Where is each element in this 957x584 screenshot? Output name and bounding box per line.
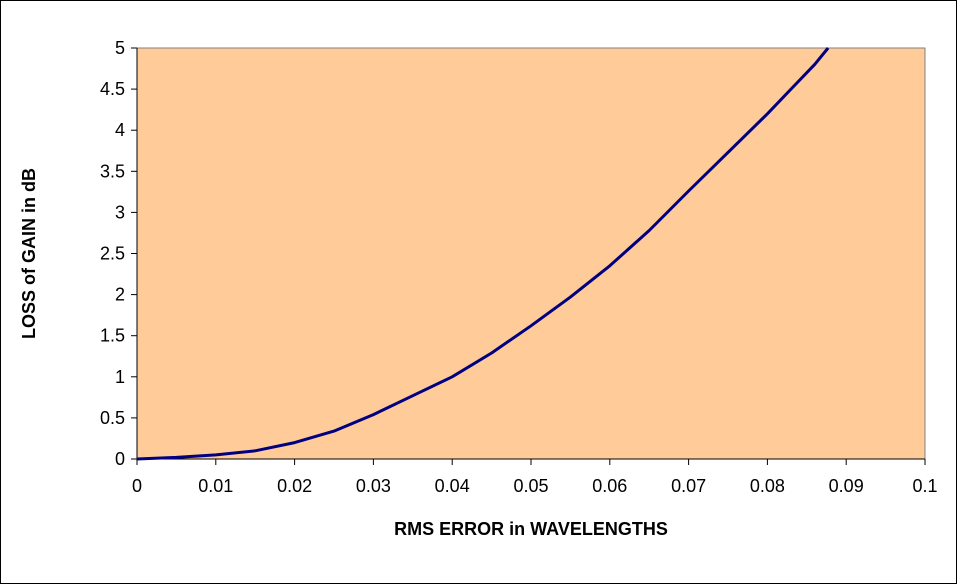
y-tick-label: 0	[115, 449, 125, 469]
x-tick-label: 0.02	[277, 476, 312, 496]
plot-area	[136, 47, 926, 460]
x-tick-label: 0.04	[435, 476, 470, 496]
series-line	[136, 47, 830, 461]
x-tick-label: 0.07	[671, 476, 706, 496]
y-tick-label: 4.5	[100, 79, 125, 99]
y-axis-title: LOSS of GAIN in dB	[19, 168, 39, 339]
x-tick-label: 0.01	[198, 476, 233, 496]
y-tick-label: 3	[115, 202, 125, 222]
y-tick-label: 5	[115, 38, 125, 58]
y-tick-label: 0.5	[100, 408, 125, 428]
x-axis-tick-labels: 0 0.01 0.02 0.03 0.04 0.05 0.06 0.07 0.08 0.09 0.1	[132, 476, 938, 496]
x-tick-label: 0.05	[513, 476, 548, 496]
x-tick-label: 0.08	[750, 476, 785, 496]
y-tick-label: 3.5	[100, 161, 125, 181]
x-tick-label: 0.09	[829, 476, 864, 496]
x-axis-ticks	[136, 458, 926, 465]
y-tick-label: 2.5	[100, 244, 125, 264]
y-tick-label: 2	[115, 285, 125, 305]
x-axis-title: RMS ERROR in WAVELENGTHS	[394, 519, 668, 539]
y-tick-label: 1.5	[100, 326, 125, 346]
x-tick-label: 0.06	[592, 476, 627, 496]
x-tick-label: 0	[132, 476, 142, 496]
y-tick-label: 4	[115, 120, 125, 140]
x-tick-label: 0.1	[912, 476, 937, 496]
x-tick-label: 0.03	[356, 476, 391, 496]
y-axis-ticks	[131, 47, 138, 460]
y-tick-label: 1	[115, 367, 125, 387]
y-axis-tick-labels: 0 0.5 1 1.5 2 2.5 3 3.5 4 4.5 5	[100, 38, 125, 469]
